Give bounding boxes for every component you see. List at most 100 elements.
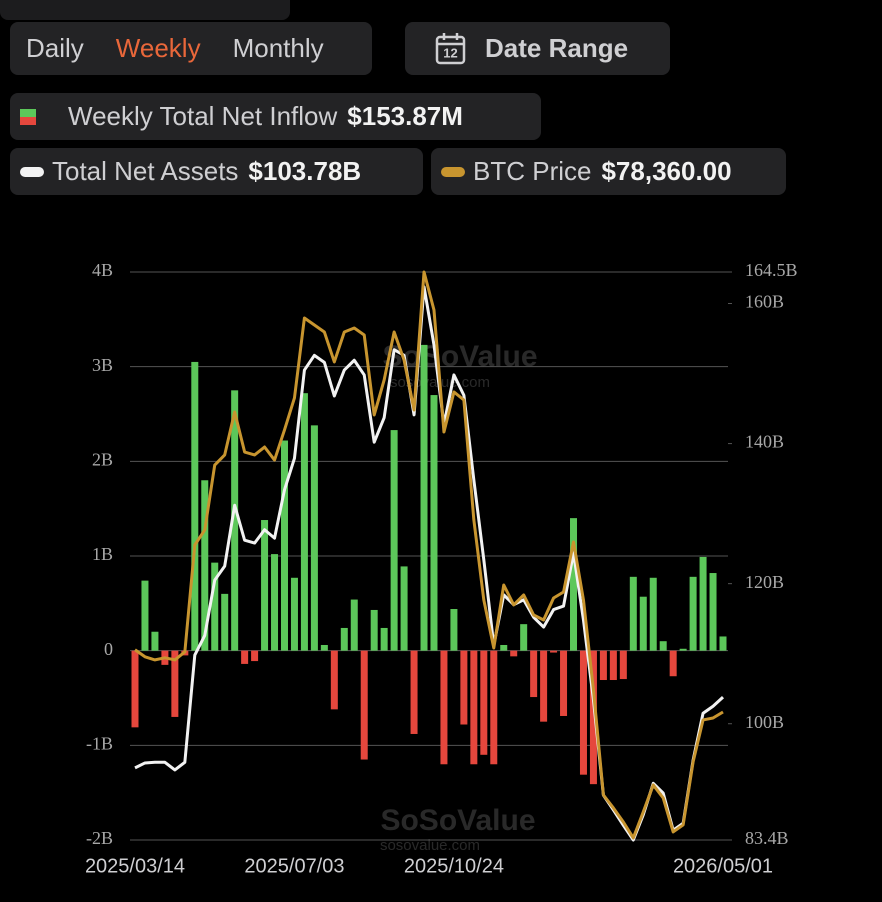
watermark-text: SoSoValue: [380, 804, 535, 837]
bar: [589, 650, 597, 785]
bar: [201, 480, 209, 651]
bar: [629, 576, 637, 651]
bar: [599, 650, 607, 681]
bar: [300, 393, 308, 651]
bar: [181, 650, 189, 656]
y-tick-label: 0: [104, 639, 113, 659]
bar: [141, 580, 149, 651]
bar: [320, 644, 328, 651]
bar: [659, 641, 667, 651]
watermark-url: sosovalue.com: [390, 374, 490, 391]
bar: [211, 562, 219, 651]
bar: [679, 648, 687, 651]
y-tick-label: 4B: [92, 260, 113, 280]
bar: [340, 627, 348, 651]
bar: [410, 650, 418, 734]
bar: [639, 596, 647, 651]
bar: [699, 556, 707, 651]
bar: [649, 577, 657, 651]
bar: [609, 650, 617, 681]
y2-tick-label: 100B: [745, 712, 784, 732]
legend-swatch: [20, 108, 36, 125]
legend-label: Total Net Assets: [52, 156, 239, 186]
bar: [151, 631, 159, 651]
bar: [370, 609, 378, 651]
bar: [280, 440, 288, 651]
bar: [261, 520, 269, 651]
bar: [689, 576, 697, 651]
bar: [530, 650, 538, 698]
bar: [430, 395, 438, 651]
bar: [540, 650, 548, 722]
bar: [310, 425, 318, 651]
tab[interactable]: Weekly: [115, 33, 201, 63]
bar: [460, 650, 468, 725]
x-tick-label: 2026/05/01: [673, 855, 773, 877]
bar: [131, 650, 139, 728]
bar: [191, 361, 199, 651]
x-tick-label: 2025/03/14: [85, 855, 185, 877]
bar: [400, 566, 408, 651]
legend-swatch: [441, 166, 465, 177]
legend-assets: Total Net Assets $103.78B: [10, 148, 423, 195]
top-bar: [0, 0, 290, 20]
bar: [470, 650, 478, 765]
bar: [350, 599, 358, 651]
bar: [550, 650, 558, 653]
y-tick-label: 2B: [92, 449, 113, 469]
y2-tick-label: 140B: [745, 432, 784, 452]
bar: [619, 650, 627, 680]
legend-value: $103.78B: [248, 156, 362, 186]
bar: [709, 573, 717, 651]
y-tick-label: -2B: [86, 828, 113, 848]
bar: [570, 518, 578, 651]
watermark-text: SoSoValue: [382, 340, 537, 373]
x-tick-label: 2025/10/24: [404, 855, 504, 877]
legend-swatch: [20, 166, 44, 177]
y2-tick-label: 164.5B: [745, 260, 798, 280]
legend-inflow: Weekly Total Net Inflow $153.87M: [10, 93, 541, 140]
bar: [271, 554, 279, 651]
bar: [171, 650, 179, 717]
bar: [450, 609, 458, 651]
bar: [161, 650, 169, 665]
tab[interactable]: Daily: [26, 33, 84, 63]
bar: [510, 650, 518, 657]
y2-tick-label: 160B: [745, 292, 784, 312]
watermark: SoSoValue sosovalue.com SoSoValue sosova…: [380, 340, 538, 854]
y-tick-label: 3B: [92, 355, 113, 375]
y-tick-label: -1B: [86, 733, 113, 753]
legend-label: BTC Price: [473, 156, 592, 186]
bar: [490, 650, 498, 765]
bar: [520, 624, 528, 651]
legend-label: Weekly Total Net Inflow: [68, 101, 338, 131]
bar: [221, 593, 229, 651]
tab-group: Daily Weekly Monthly: [10, 22, 372, 75]
line: [134, 285, 725, 842]
line: [134, 270, 724, 840]
bar: [390, 430, 398, 651]
bar: [440, 650, 448, 765]
watermark-url: sosovalue.com: [380, 837, 480, 854]
bar: [719, 636, 727, 651]
bar: [290, 577, 298, 651]
tab[interactable]: Monthly: [232, 33, 324, 63]
x-tick-label: 2025/07/03: [244, 855, 344, 877]
bar: [579, 650, 587, 775]
bar: [669, 650, 677, 677]
calendar-icon: 12: [435, 32, 466, 64]
y-tick-label: 1B: [92, 544, 113, 564]
legend-btc: BTC Price $78,360.00: [431, 148, 786, 195]
y2-tick-label: 83.4B: [745, 828, 789, 848]
calendar-day: 12: [443, 45, 457, 60]
bar: [500, 644, 508, 651]
legend-value: $153.87M: [347, 101, 463, 131]
y2-tick-label: 120B: [745, 572, 784, 592]
date-range-button[interactable]: 12 Date Range: [405, 22, 670, 75]
bar: [360, 650, 368, 760]
bar: [241, 650, 249, 664]
bar: [480, 650, 488, 755]
legend-value: $78,360.00: [601, 156, 732, 186]
bar: [231, 390, 239, 651]
